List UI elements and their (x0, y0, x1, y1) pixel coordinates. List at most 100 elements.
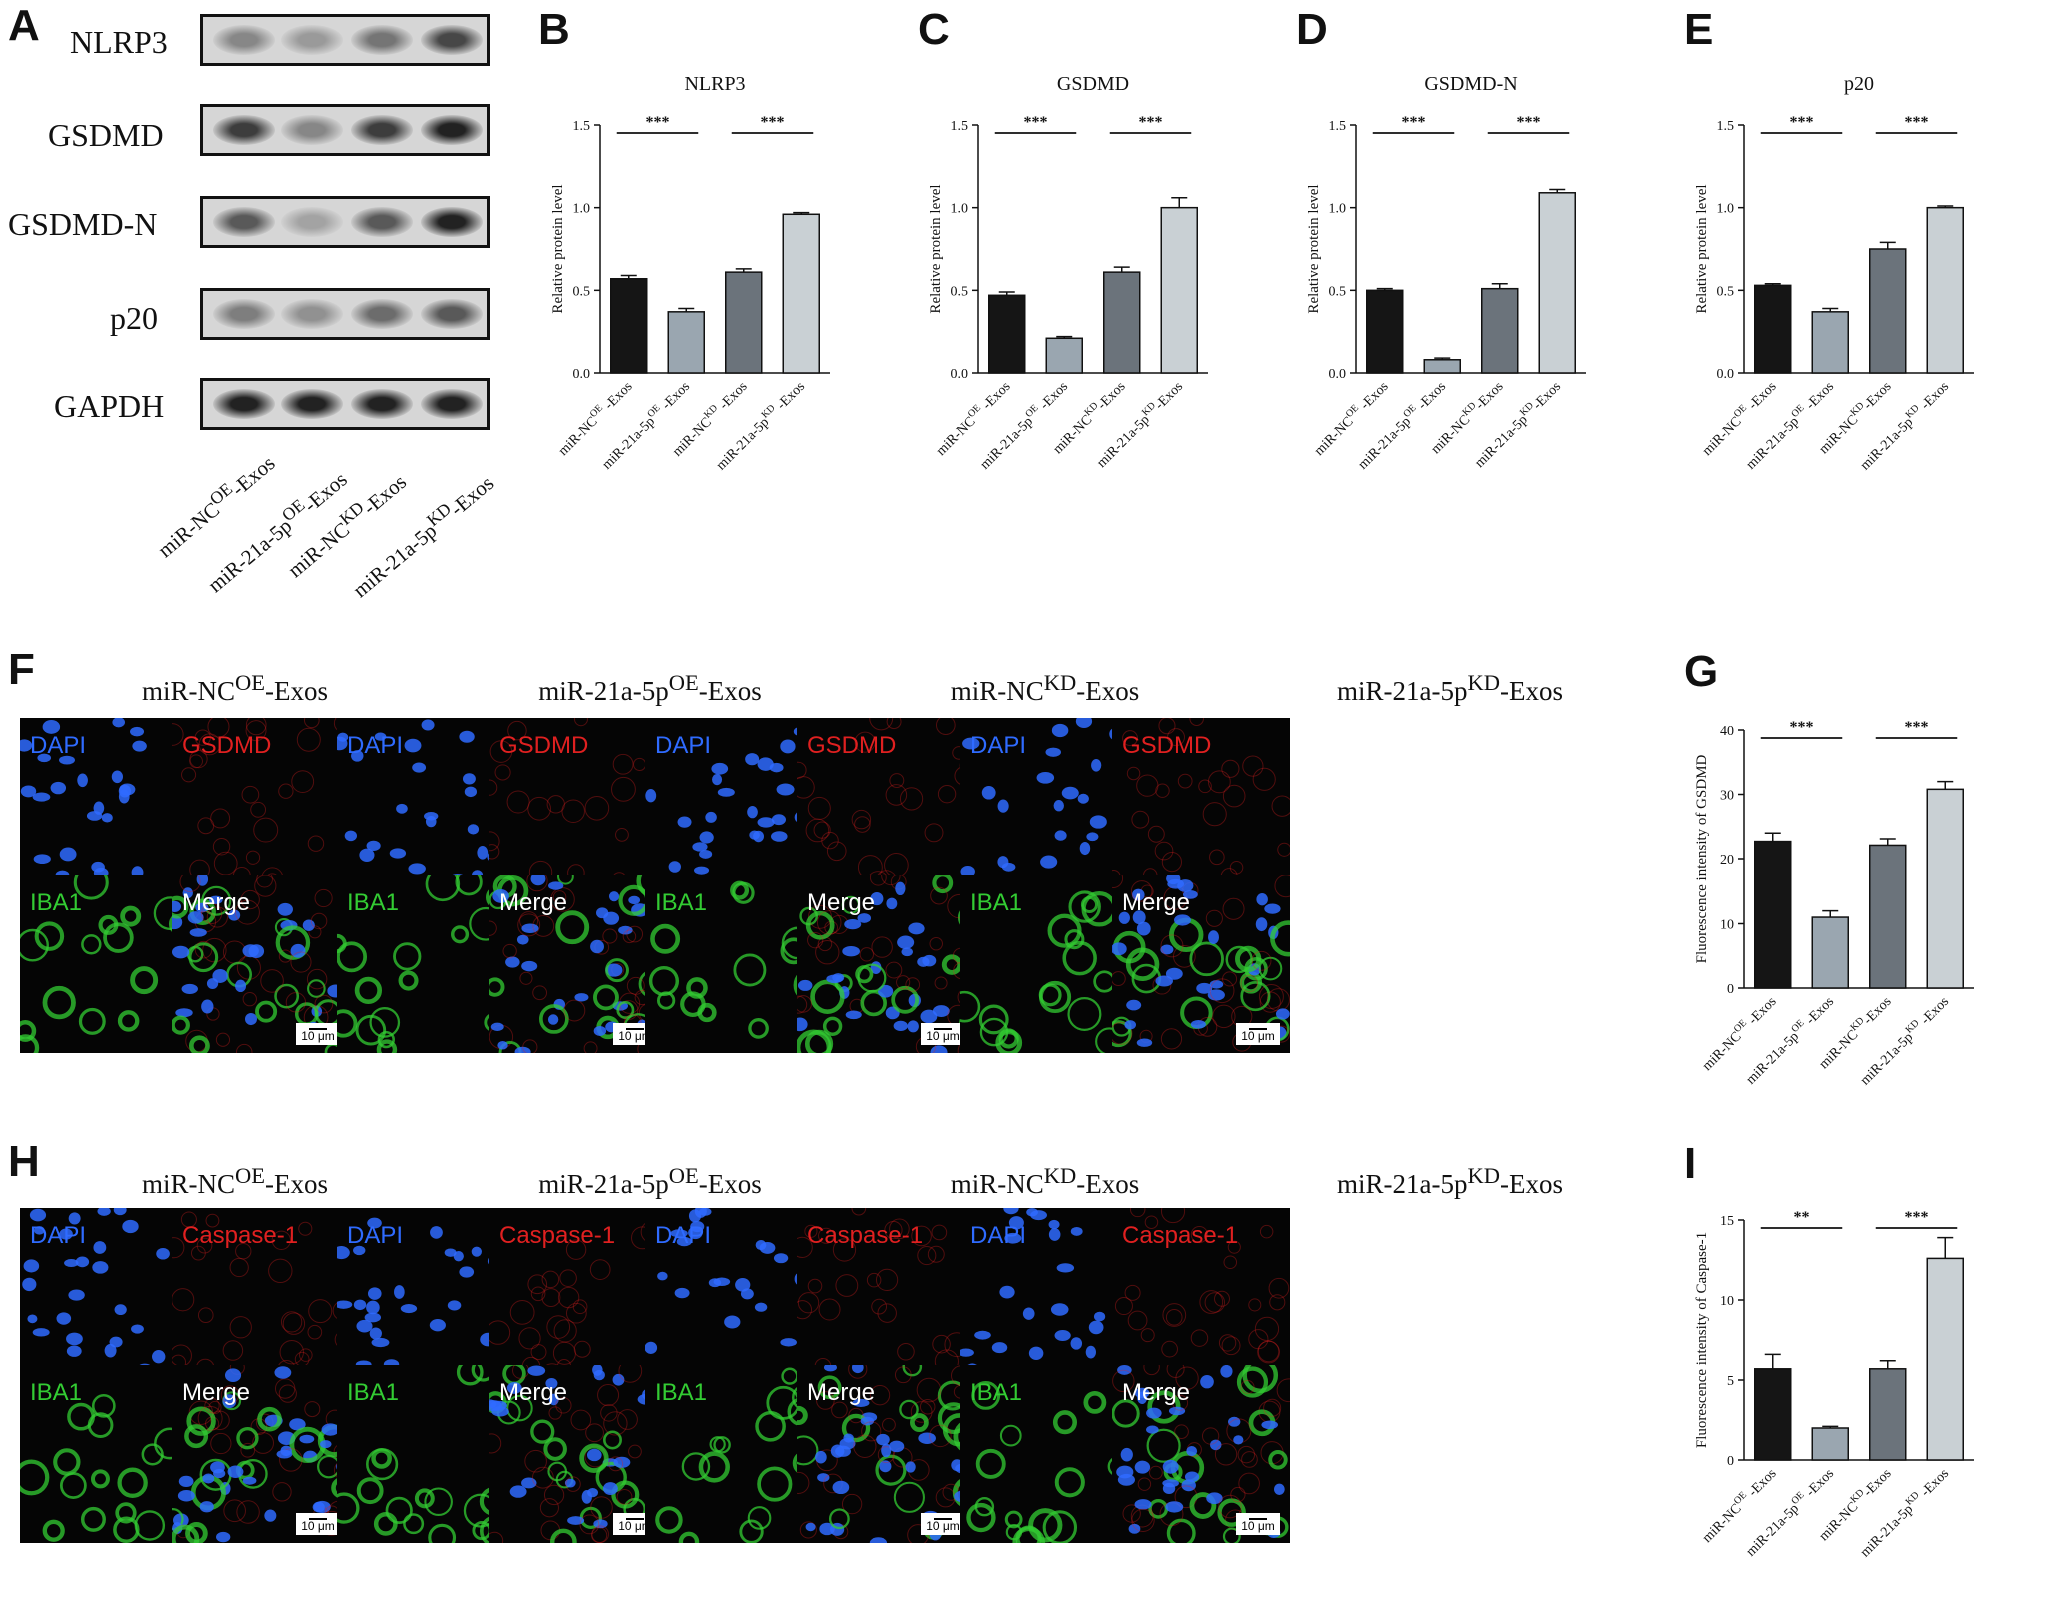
channel-label: GSDMD (182, 732, 272, 759)
channel-label: Merge (807, 1379, 876, 1406)
if-gsdmd-image-3-dapi: DAPI (645, 718, 823, 896)
channel-label: DAPI (347, 732, 404, 759)
bar (667, 311, 705, 374)
y-tick-label: 0.0 (1329, 367, 1347, 382)
blot-label-p20: p20 (110, 300, 158, 336)
channel-label: DAPI (655, 732, 712, 759)
significance-label: *** (1139, 114, 1163, 131)
if-gsdmd-image-1-gsdmd: GSDMD (172, 718, 350, 896)
significance-label: *** (1905, 114, 1929, 131)
channel-label: IBA1 (347, 889, 400, 916)
if-gsdmd-image-1-dapi: DAPI (20, 718, 198, 896)
chart-title: p20 (1844, 73, 1874, 95)
panel-label-e: E (1684, 5, 1714, 54)
blot-band (421, 115, 483, 145)
blot-band (213, 25, 275, 55)
chart-caspase1-fluorescence: Fluorescence intensity of Caspase-1 0 5 10 1… (1694, 1209, 1974, 1560)
blot-band (351, 207, 413, 237)
blot-strip-nlrp3 (200, 14, 490, 66)
if-caspase-image-2-iba1: IBA1 (337, 1365, 515, 1543)
bar (610, 278, 648, 374)
if-gsdmd-image-1-iba1: IBA1 (20, 875, 198, 1053)
blot-band (421, 389, 483, 419)
if-gsdmd-image-3-merge: Merge 10 μm (797, 875, 975, 1053)
blot-band (213, 207, 275, 237)
bar (1103, 271, 1141, 374)
y-tick-label: 1.5 (1717, 119, 1735, 134)
if-caspase-image-1-iba1: IBA1 (20, 1365, 198, 1543)
bar (725, 271, 763, 374)
blot-label-gsdmd: GSDMD (48, 117, 164, 153)
bar (1754, 840, 1792, 989)
bar (1754, 1368, 1792, 1461)
significance-label: *** (1790, 719, 1814, 736)
if-caspase-condition-2: miR-21a-5pOE-Exos (538, 1163, 762, 1199)
channel-label: Merge (1122, 1379, 1191, 1406)
if-caspase-condition-3: miR-NCKD-Exos (950, 1163, 1140, 1199)
channel-label: IBA1 (30, 1379, 83, 1406)
panel-label-i: I (1684, 1139, 1697, 1188)
bar (1869, 844, 1907, 989)
blot-band (281, 25, 343, 55)
channel-label: Merge (499, 1379, 568, 1406)
if-gsdmd-image-2-gsdmd: GSDMD (489, 718, 667, 896)
bar (1869, 1368, 1907, 1461)
channel-label: DAPI (970, 1222, 1027, 1249)
channel-label: GSDMD (1122, 732, 1212, 759)
significance-label: *** (1402, 114, 1426, 131)
bar (1926, 1257, 1964, 1461)
y-tick-label: 0.0 (573, 367, 591, 382)
y-axis-label: Fluorescence intensity of GSDMD (1694, 754, 1710, 963)
y-axis-label: Relative protein level (1694, 184, 1710, 313)
if-gsdmd-image-4-merge: Merge 10 μm (1112, 875, 1290, 1053)
bar (1811, 916, 1849, 989)
y-axis-label: Relative protein level (928, 184, 944, 313)
channel-label: GSDMD (499, 732, 589, 759)
if-gsdmd-image-2-merge: Merge 10 μm (489, 875, 667, 1053)
y-tick-label: 1.5 (573, 119, 591, 134)
if-gsdmd-condition-1: miR-NCOE-Exos (141, 670, 328, 706)
bar (1926, 206, 1964, 374)
y-tick-label: 40 (1720, 724, 1734, 739)
y-tick-label: 10 (1720, 918, 1734, 933)
if-caspase-image-4-iba1: IBA1 (960, 1365, 1138, 1543)
bar (1160, 206, 1198, 374)
scale-bar: 10 μm (1236, 1513, 1280, 1535)
if-caspase-image-1-merge: Merge 10 μm (172, 1365, 350, 1543)
blot-strip-gapdh (200, 378, 490, 430)
channel-label: DAPI (347, 1222, 404, 1249)
channel-label: DAPI (30, 1222, 87, 1249)
channel-label: IBA1 (655, 889, 708, 916)
chart-gsdmd-n: GSDMD-N Relative protein level 0.0 0.5 1.0 1.… (1306, 73, 1586, 473)
y-tick-label: 15 (1720, 1214, 1734, 1229)
significance-label: *** (1790, 114, 1814, 131)
if-caspase-image-3-dapi: DAPI (645, 1208, 823, 1386)
blot-label-nlrp3: NLRP3 (70, 24, 168, 60)
channel-label: Merge (182, 889, 251, 916)
if-caspase-image-2-merge: Merge 10 μm (489, 1365, 667, 1543)
chart-gsdmd-fluorescence: Fluorescence intensity of GSDMD 0 10 20 30 40… (1694, 719, 1974, 1088)
chart-title: GSDMD (1057, 73, 1129, 95)
x-tick-label: miR-21a-5pKD -Exos (1856, 377, 1952, 473)
if-gsdmd-condition-4: miR-21a-5pKD-Exos (1337, 670, 1563, 706)
x-tick-label: miR-21a-5pKD -Exos (712, 377, 808, 473)
significance-label: *** (646, 114, 670, 131)
if-caspase-image-1-dapi: DAPI (20, 1208, 198, 1386)
if-gsdmd-image-4-gsdmd: GSDMD (1112, 718, 1290, 896)
panel-label-f: F (8, 645, 35, 694)
significance-label: *** (1517, 114, 1541, 131)
y-tick-label: 0.5 (951, 284, 969, 299)
if-caspase-condition-1: miR-NCOE-Exos (141, 1163, 328, 1199)
channel-label: IBA1 (970, 1379, 1023, 1406)
blot-strip-gsdmd (200, 104, 490, 156)
y-tick-label: 0.5 (1717, 284, 1735, 299)
y-axis-label: Relative protein level (550, 184, 566, 313)
bar (1045, 337, 1083, 374)
channel-label: Merge (182, 1379, 251, 1406)
scale-bar: 10 μm (1236, 1023, 1280, 1045)
scale-bar: 10 μm (296, 1513, 340, 1535)
y-tick-label: 0.5 (573, 284, 591, 299)
y-tick-label: 1.5 (951, 119, 969, 134)
blot-band (421, 207, 483, 237)
